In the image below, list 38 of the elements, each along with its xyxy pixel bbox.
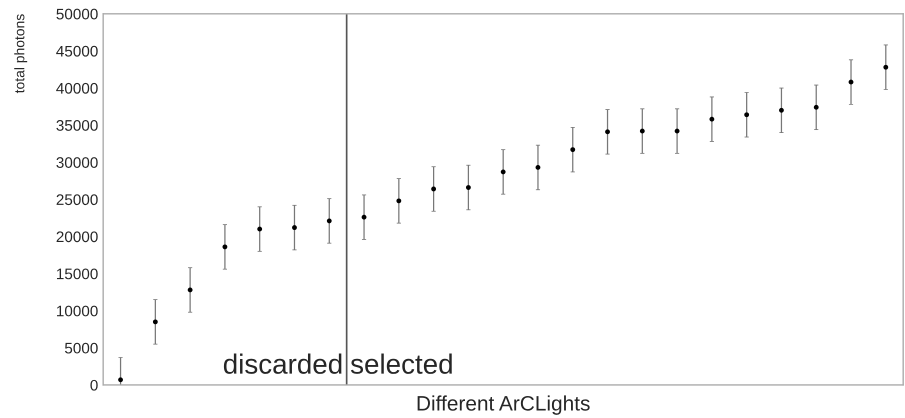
point (188, 288, 193, 292)
y-tick-label: 15000 (56, 268, 98, 280)
point (709, 116, 714, 122)
y-tick-label: 5000 (64, 342, 98, 354)
point (779, 108, 784, 113)
annotation: discarded (224, 354, 342, 374)
y-tick-label: 35000 (56, 120, 98, 131)
point (362, 214, 366, 220)
y-tick-label: 20000 (56, 231, 98, 242)
point (222, 244, 228, 250)
y-axis-title: total photons (14, 14, 28, 94)
point (292, 225, 297, 230)
y-tick-label: 40000 (56, 82, 98, 94)
point (431, 186, 436, 192)
annotation: selected (350, 354, 452, 374)
y-tick-label: 10000 (56, 306, 98, 316)
y-tick-label: 50000 (56, 8, 98, 20)
point (152, 319, 158, 324)
point (814, 104, 819, 110)
point (605, 129, 610, 134)
y-tick-label: 25000 (56, 194, 98, 206)
point (536, 165, 540, 170)
point (257, 226, 262, 232)
point (640, 128, 645, 134)
point (118, 377, 123, 382)
y-tick-label: 0 (90, 380, 98, 391)
point (848, 80, 854, 85)
y-tick-label: 30000 (56, 157, 98, 168)
point (500, 169, 506, 174)
x-axis-title: Different ArCLights (418, 395, 590, 415)
point (744, 112, 750, 118)
point (883, 64, 888, 70)
point (570, 147, 576, 152)
y-tick-label: 45000 (56, 46, 98, 57)
point (396, 198, 402, 204)
point (326, 218, 332, 224)
point (674, 128, 680, 134)
point (466, 185, 471, 190)
